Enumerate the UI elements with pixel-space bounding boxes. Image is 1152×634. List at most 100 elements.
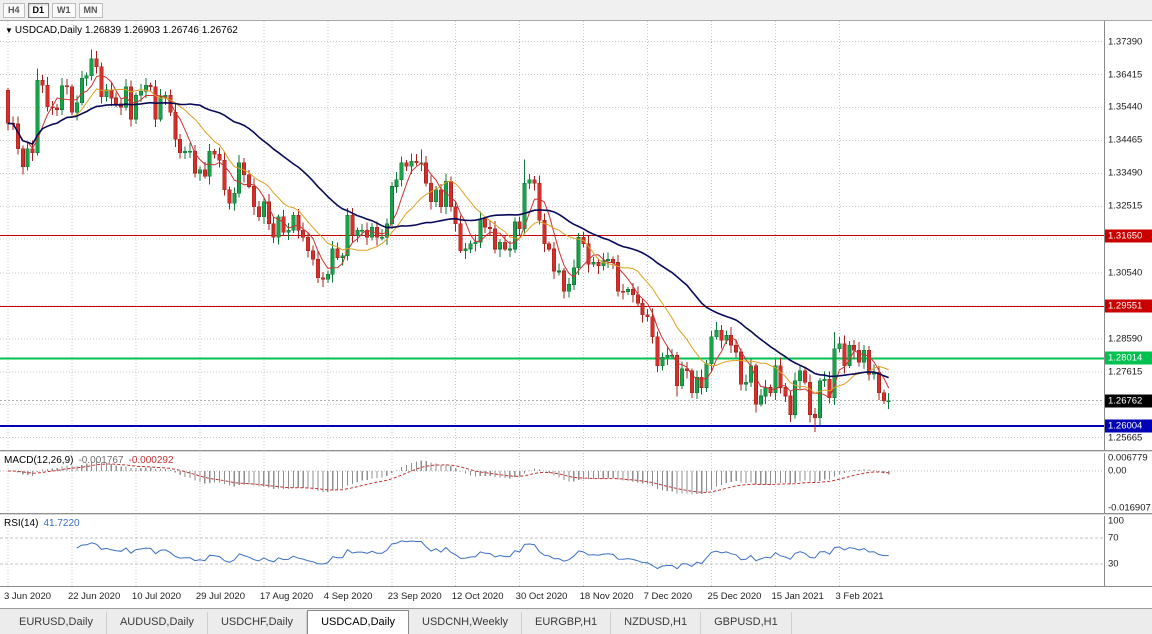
candle-body xyxy=(35,79,40,154)
candle-body xyxy=(497,241,502,250)
candle-body xyxy=(45,84,50,108)
candle-body xyxy=(330,248,335,275)
candle-body xyxy=(399,162,404,181)
candle-body xyxy=(104,89,109,97)
time-axis[interactable]: 3 Jun 2020 22 Jun 2020 10 Jul 2020 29 Jul 2… xyxy=(0,586,1152,608)
candle-body xyxy=(493,228,498,250)
candle-body xyxy=(798,370,803,382)
price-axis-label: 1.25665 xyxy=(1108,432,1143,444)
moving-average-line-34 xyxy=(7,101,889,379)
symbol-marker-icon: ▼ xyxy=(5,26,13,35)
candle-body xyxy=(158,96,163,120)
candle-body xyxy=(768,387,773,393)
date-label: 7 Dec 2020 xyxy=(643,591,693,602)
candle-body xyxy=(20,148,25,168)
candle-body xyxy=(148,84,153,88)
current-price-badge: 1.26762 xyxy=(1105,394,1152,408)
pane-splitter-1[interactable] xyxy=(0,450,1152,453)
candle-body xyxy=(866,350,871,375)
price-chart-canvas[interactable] xyxy=(0,21,1104,450)
candle-body xyxy=(394,179,399,187)
price-axis[interactable]: 1.37390 1.36415 1.35440 1.34465 1.33490 1.325… xyxy=(1104,21,1152,450)
rsi-line xyxy=(76,540,889,570)
candle-body xyxy=(507,248,512,251)
candle-body xyxy=(463,248,468,252)
macd-name: MACD(12,26,9) xyxy=(4,455,74,466)
candle-body xyxy=(94,58,99,68)
candle-body xyxy=(724,334,729,341)
chart-tab-usdcnh[interactable]: USDCNH,Weekly xyxy=(409,612,523,634)
candle-body xyxy=(837,343,842,349)
date-label: 12 Oct 2020 xyxy=(451,591,504,602)
candle-body xyxy=(409,160,414,167)
candle-body xyxy=(660,356,665,366)
candle-body xyxy=(40,79,45,86)
candle-body xyxy=(355,230,360,236)
price-axis-label: 1.37390 xyxy=(1108,36,1143,48)
candle-body xyxy=(788,395,793,415)
candle-body xyxy=(315,258,320,279)
macd-axis: 0.006779 0.00 -0.016907 xyxy=(1104,453,1152,514)
candle-body xyxy=(320,277,325,280)
candle-body xyxy=(468,243,473,250)
chart-tab-gbpusd[interactable]: GBPUSD,H1 xyxy=(701,612,792,634)
candle-body xyxy=(645,314,650,317)
chart-tab-usdchf[interactable]: USDCHF,Daily xyxy=(208,612,308,634)
date-label: 15 Jan 2021 xyxy=(771,591,824,602)
candle-body xyxy=(69,86,74,113)
candle-body xyxy=(438,189,443,208)
candle-body xyxy=(881,392,886,401)
candle-body xyxy=(734,344,739,353)
candle-body xyxy=(192,150,197,174)
candle-body xyxy=(202,169,207,177)
candle-body xyxy=(847,344,852,366)
chart-tab-nzdusd[interactable]: NZDUSD,H1 xyxy=(611,612,702,634)
rsi-label: RSI(14) 41.7220 xyxy=(4,518,80,529)
candle-body xyxy=(217,154,222,161)
candle-body xyxy=(616,262,621,292)
candle-body xyxy=(812,414,817,419)
candle-body xyxy=(261,201,266,218)
candle-body xyxy=(232,192,237,204)
timeframe-mn-button[interactable]: MN xyxy=(78,2,103,18)
candle-body xyxy=(74,102,79,113)
candle-body xyxy=(389,186,394,224)
candle-body xyxy=(271,223,276,238)
date-label: 29 Jul 2020 xyxy=(195,591,245,602)
candle-body xyxy=(15,123,20,149)
candle-body xyxy=(699,377,704,388)
rsi-axis-label: 70 xyxy=(1108,532,1119,544)
candle-body xyxy=(832,348,837,398)
chart-tab-audusd[interactable]: AUDUSD,Daily xyxy=(107,612,208,634)
candle-body xyxy=(478,218,483,243)
chart-symbol-label: USDCAD,Daily xyxy=(14,25,83,36)
rsi-canvas[interactable] xyxy=(0,516,1104,586)
candle-body xyxy=(340,255,345,258)
price-axis-label: 1.34465 xyxy=(1108,134,1143,146)
chart-tab-eurusd[interactable]: EURUSD,Daily xyxy=(6,612,107,634)
candle-body xyxy=(488,226,493,230)
timeframe-w1-button[interactable]: W1 xyxy=(52,2,76,18)
timeframe-h4-button[interactable]: H4 xyxy=(3,2,25,18)
candle-body xyxy=(434,189,439,203)
chart-tab-usdcad[interactable]: USDCAD,Daily xyxy=(307,610,410,634)
macd-canvas[interactable] xyxy=(0,453,1104,513)
timeframe-d1-button[interactable]: D1 xyxy=(27,2,50,18)
rsi-name: RSI(14) xyxy=(4,518,39,529)
candle-body xyxy=(709,336,714,365)
candle-body xyxy=(842,343,847,366)
candle-body xyxy=(552,248,557,272)
chart-tab-eurgbp[interactable]: EURGBP,H1 xyxy=(522,612,612,634)
date-label: 10 Jul 2020 xyxy=(131,591,182,602)
candle-body xyxy=(114,97,119,105)
candle-body xyxy=(424,162,429,184)
price-level-badge: 1.26004 xyxy=(1105,419,1152,433)
candle-body xyxy=(99,66,104,97)
price-axis-label: 1.35440 xyxy=(1108,101,1143,113)
candle-body xyxy=(252,186,257,208)
candle-body xyxy=(557,270,562,273)
candle-body xyxy=(286,230,291,233)
candle-body xyxy=(30,148,35,154)
candle-body xyxy=(763,387,768,397)
pane-splitter-2[interactable] xyxy=(0,513,1152,516)
